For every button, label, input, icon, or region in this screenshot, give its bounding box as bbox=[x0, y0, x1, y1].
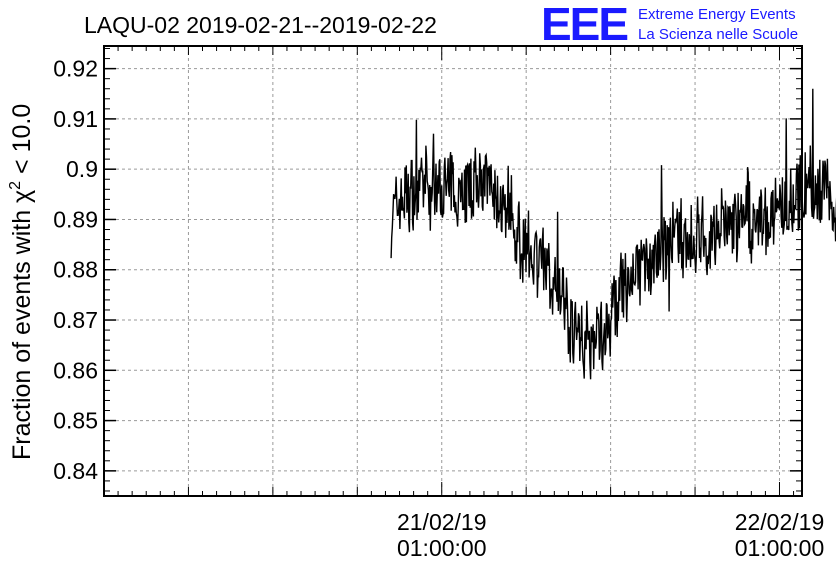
series-line bbox=[390, 88, 836, 380]
y-tick-label: 0.86 bbox=[53, 357, 98, 383]
y-tick-labels: 0.84 0.85 0.86 0.87 0.88 0.89 0.9 0.91 0.92 bbox=[53, 56, 98, 484]
axis-ticks bbox=[103, 46, 802, 496]
grid bbox=[103, 46, 802, 496]
y-tick-label: 0.87 bbox=[53, 307, 98, 333]
y-tick-label: 0.85 bbox=[53, 408, 98, 434]
y-tick-label: 0.89 bbox=[53, 206, 98, 232]
x-tick-label-time: 01:00:00 bbox=[397, 535, 487, 561]
chart-title: LAQU-02 2019-02-21--2019-02-22 bbox=[84, 12, 437, 38]
eee-logo: EEE Extreme Energy Events La Scienza nel… bbox=[541, 0, 798, 50]
y-tick-label: 0.88 bbox=[53, 257, 98, 283]
logo-line2: La Scienza nelle Scuole bbox=[638, 26, 798, 43]
x-tick-label-date: 22/02/19 bbox=[735, 509, 825, 535]
y-tick-label: 0.9 bbox=[66, 156, 98, 182]
y-tick-label: 0.92 bbox=[53, 56, 98, 82]
y-axis-label-pre: Fraction of events with χ bbox=[8, 190, 36, 460]
plot-frame bbox=[103, 45, 803, 497]
y-axis-label-post: < 10.0 bbox=[8, 104, 36, 181]
logo-letters: EEE bbox=[541, 0, 627, 50]
logo-line1: Extreme Energy Events bbox=[638, 6, 796, 23]
x-tick-label-date: 21/02/19 bbox=[397, 509, 487, 535]
y-axis-label: Fraction of events with χ2 < 10.0 bbox=[7, 104, 36, 460]
x-tick-label-time: 01:00:00 bbox=[735, 535, 825, 561]
y-axis-label-sup: 2 bbox=[7, 181, 24, 190]
y-tick-label: 0.84 bbox=[53, 458, 98, 484]
y-tick-label: 0.91 bbox=[53, 106, 98, 132]
